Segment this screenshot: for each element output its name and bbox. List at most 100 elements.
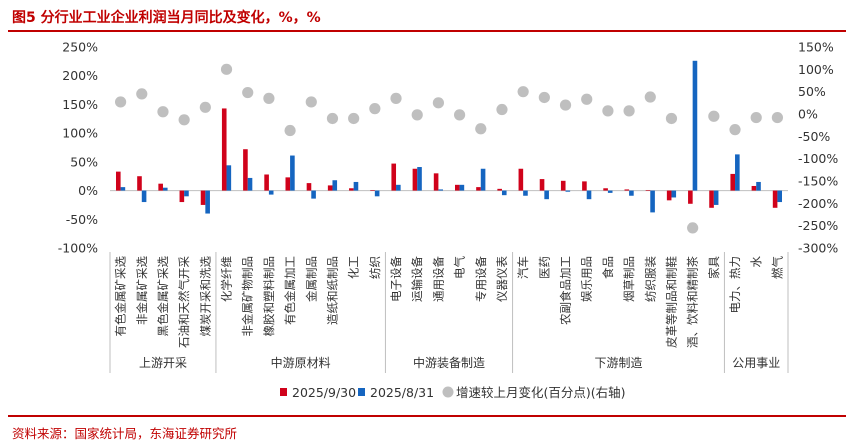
- category-label: 橡胶和塑料制品: [262, 256, 276, 337]
- bar-aug: [650, 190, 655, 213]
- category-label: 造纸和纸制品: [325, 256, 339, 325]
- y-right-tick-label: -250%: [798, 218, 838, 233]
- bar-sep: [433, 173, 439, 191]
- category-label: 家具: [707, 256, 721, 279]
- bar-sep: [158, 183, 163, 191]
- bar-aug: [438, 189, 444, 191]
- legend-label: 增速较上月变化(百分点)(右轴): [456, 385, 626, 400]
- change-point: [157, 106, 169, 118]
- legend-marker-aug: [358, 388, 365, 396]
- y-right-tick-label: -200%: [798, 196, 838, 211]
- bar-aug: [205, 190, 210, 214]
- change-point: [432, 97, 445, 109]
- y-left-tick-label: 200%: [62, 68, 98, 83]
- axes-layer: -100% -50% 0% 50% 100% 150% 200% 250% -300% -250%…: [58, 40, 838, 373]
- category-label: 金属制品: [304, 256, 318, 302]
- change-point: [517, 86, 529, 98]
- bar-sep: [539, 179, 545, 191]
- labels-layer: 有色金属矿采选 非金属矿采选 黑色金属矿采选 石油和天然气开采 煤炭开采和洗选 化学纤维非…: [114, 256, 785, 371]
- bar-aug: [290, 155, 295, 191]
- bar-aug: [353, 181, 359, 191]
- change-point: [750, 111, 762, 124]
- change-point: [581, 93, 593, 105]
- y-left-tick-label: 250%: [62, 40, 98, 55]
- group-label: 公用事业: [732, 356, 780, 370]
- y-right-tick-label: -100%: [798, 151, 838, 166]
- change-point: [602, 105, 614, 117]
- category-label: 化工: [347, 256, 361, 279]
- group-label: 中游原材料: [271, 355, 331, 370]
- bar-aug: [141, 190, 147, 203]
- change-point: [178, 114, 190, 126]
- change-point: [644, 91, 656, 103]
- change-point: [326, 112, 339, 125]
- y-left-tick-label: -100%: [58, 241, 98, 256]
- bar-sep: [497, 188, 502, 191]
- bar-aug: [607, 190, 613, 193]
- y-right-tick-label: -300%: [798, 241, 838, 256]
- bar-sep: [772, 190, 778, 208]
- change-point: [665, 112, 678, 125]
- group-label: 中游装备制造: [413, 355, 485, 370]
- change-point: [284, 124, 296, 137]
- source-note: 资料来源：国家统计局，东海证券研究所: [12, 426, 238, 441]
- bar-aug: [523, 190, 528, 196]
- y-left-tick-label: 0%: [78, 183, 98, 198]
- bar-sep: [751, 185, 757, 191]
- category-label: 皮革等制品和制鞋: [664, 256, 678, 348]
- change-point: [729, 124, 741, 136]
- bar-sep: [645, 189, 651, 191]
- bar-sep: [688, 190, 693, 204]
- category-label: 煤炭开采和洗选: [198, 256, 212, 337]
- change-point: [220, 63, 233, 75]
- bar-sep: [200, 190, 206, 205]
- bar-aug: [544, 190, 549, 200]
- y-right-tick-label: -50%: [798, 129, 830, 144]
- category-label: 汽车: [516, 256, 530, 279]
- bar-sep: [221, 108, 227, 191]
- category-label: 燃气: [770, 256, 784, 279]
- change-point: [199, 101, 211, 113]
- bar-sep: [603, 188, 608, 191]
- bar-sep: [454, 184, 460, 191]
- category-label: 有色金属矿采选: [114, 256, 128, 337]
- change-point: [263, 92, 275, 104]
- bar-sep: [264, 174, 269, 191]
- bar-aug: [756, 181, 761, 191]
- y-right-tick-label: 0%: [798, 107, 818, 122]
- title-bar: 图5 分行业工业企业利润当月同比及变化，%，%: [8, 4, 846, 32]
- bar-sep: [179, 190, 185, 203]
- category-label: 娱乐用品: [580, 256, 594, 302]
- change-point: [496, 103, 508, 116]
- bar-sep: [285, 177, 291, 191]
- category-label: 运输设备: [410, 256, 424, 302]
- bar-aug: [713, 190, 719, 205]
- bar-sep: [137, 176, 142, 191]
- legend-marker-sep: [280, 388, 287, 396]
- bar-aug: [692, 60, 698, 191]
- legend-label: 2025/8/31: [370, 385, 434, 400]
- bar-sep: [327, 185, 333, 191]
- bar-aug: [396, 184, 401, 191]
- bar-sep: [115, 171, 121, 191]
- category-label: 纺织: [368, 256, 382, 279]
- change-point: [369, 103, 381, 115]
- bar-aug: [162, 187, 168, 191]
- legend-label: 2025/9/30: [292, 385, 356, 400]
- bar-sep: [349, 188, 354, 191]
- bar-aug: [120, 187, 126, 191]
- bar-aug: [777, 190, 783, 203]
- bar-aug: [480, 168, 486, 191]
- change-point: [623, 105, 635, 117]
- category-label: 食品: [601, 256, 615, 279]
- category-label: 石油和天然气开采: [177, 256, 191, 348]
- change-point: [348, 112, 360, 125]
- change-point: [390, 92, 402, 104]
- bar-sep: [476, 187, 481, 191]
- y-right-tick-label: 50%: [798, 84, 826, 99]
- change-point: [114, 96, 127, 108]
- category-label: 烟草制品: [622, 256, 636, 302]
- bar-sep: [243, 149, 248, 191]
- change-point: [771, 111, 784, 124]
- change-point: [242, 86, 254, 99]
